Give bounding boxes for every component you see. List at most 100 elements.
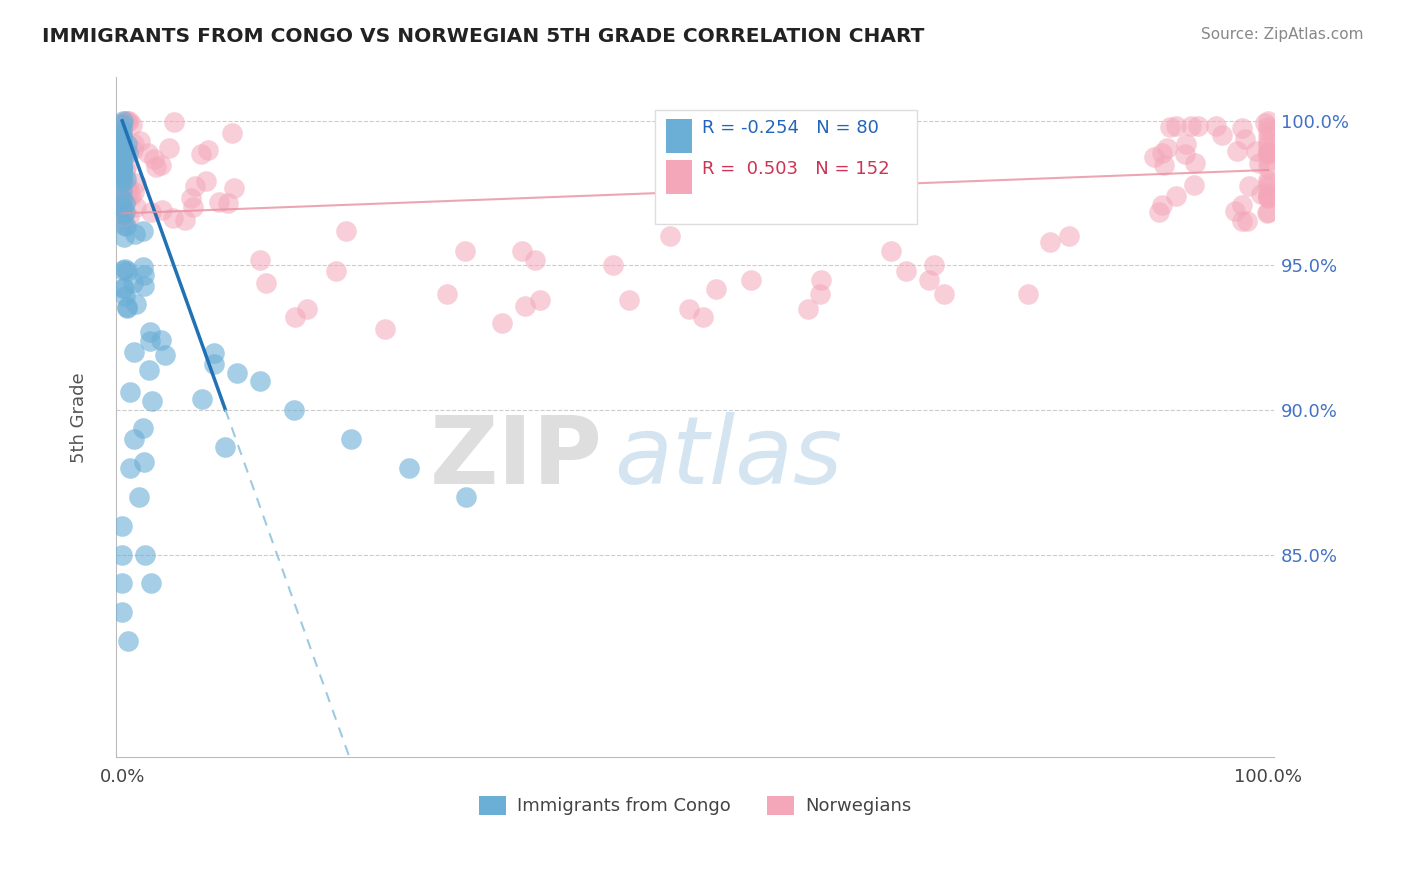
- Point: [111, 162, 134, 177]
- Point: [115, 301, 138, 315]
- Point: [111, 576, 134, 591]
- Text: Source: ZipAtlas.com: Source: ZipAtlas.com: [1201, 27, 1364, 42]
- Point: [510, 244, 533, 258]
- Text: R =  0.503   N = 152: R = 0.503 N = 152: [702, 161, 889, 178]
- Point: [111, 115, 134, 129]
- Point: [1234, 131, 1257, 145]
- Point: [1174, 147, 1197, 161]
- Point: [112, 160, 135, 174]
- Point: [325, 264, 347, 278]
- Point: [111, 139, 134, 153]
- Point: [249, 374, 271, 388]
- Point: [115, 301, 138, 315]
- Point: [136, 146, 159, 161]
- Point: [111, 147, 134, 161]
- Text: IMMIGRANTS FROM CONGO VS NORWEGIAN 5TH GRADE CORRELATION CHART: IMMIGRANTS FROM CONGO VS NORWEGIAN 5TH G…: [42, 27, 925, 45]
- Point: [114, 289, 136, 303]
- Point: [117, 145, 139, 160]
- Point: [1257, 176, 1279, 190]
- Point: [1256, 206, 1278, 220]
- Point: [1249, 155, 1271, 169]
- Point: [111, 159, 134, 173]
- Point: [121, 143, 143, 157]
- Point: [1232, 121, 1254, 136]
- Point: [249, 252, 271, 267]
- Point: [111, 175, 134, 189]
- Point: [254, 276, 277, 290]
- Point: [112, 280, 135, 294]
- Point: [132, 224, 155, 238]
- Point: [111, 152, 134, 166]
- Point: [111, 119, 134, 133]
- Point: [810, 273, 832, 287]
- Point: [132, 260, 155, 274]
- Point: [111, 518, 134, 533]
- Point: [617, 293, 640, 307]
- Text: R = -0.254   N = 80: R = -0.254 N = 80: [702, 120, 879, 137]
- Point: [1236, 214, 1258, 228]
- Point: [111, 171, 134, 186]
- Point: [197, 143, 219, 157]
- Point: [112, 202, 135, 217]
- Point: [114, 180, 136, 194]
- Point: [141, 394, 163, 409]
- Point: [335, 224, 357, 238]
- Point: [115, 137, 138, 152]
- Point: [1257, 186, 1279, 201]
- Point: [1147, 205, 1170, 219]
- Point: [658, 229, 681, 244]
- Point: [202, 345, 225, 359]
- Point: [922, 259, 945, 273]
- Point: [118, 385, 141, 400]
- Point: [208, 195, 231, 210]
- Text: atlas: atlas: [614, 412, 842, 503]
- Point: [1152, 146, 1174, 161]
- Point: [114, 162, 136, 177]
- Point: [1257, 145, 1279, 160]
- Point: [139, 205, 162, 219]
- Point: [117, 264, 139, 278]
- Point: [797, 301, 820, 316]
- Point: [111, 184, 134, 198]
- Point: [513, 299, 536, 313]
- Point: [1159, 120, 1181, 135]
- Point: [125, 297, 148, 311]
- Point: [184, 178, 207, 193]
- Point: [1184, 178, 1206, 192]
- Point: [111, 158, 134, 172]
- Point: [114, 195, 136, 210]
- Point: [111, 135, 134, 149]
- Point: [114, 113, 136, 128]
- Point: [111, 161, 134, 175]
- Point: [225, 366, 247, 380]
- Point: [214, 440, 236, 454]
- Point: [111, 176, 134, 190]
- Point: [114, 261, 136, 276]
- Point: [112, 211, 135, 225]
- Point: [112, 218, 135, 232]
- Point: [932, 287, 955, 301]
- Point: [111, 166, 134, 180]
- Point: [118, 113, 141, 128]
- Point: [149, 333, 172, 347]
- Point: [1257, 138, 1279, 153]
- Point: [145, 160, 167, 174]
- Point: [111, 161, 134, 176]
- Point: [1253, 116, 1275, 130]
- Point: [111, 168, 134, 182]
- Point: [115, 113, 138, 128]
- Point: [120, 460, 142, 475]
- Point: [134, 548, 156, 562]
- Point: [111, 169, 134, 184]
- Point: [129, 134, 152, 148]
- Point: [1226, 144, 1249, 158]
- Point: [1143, 150, 1166, 164]
- Point: [111, 201, 134, 215]
- Point: [1257, 113, 1279, 128]
- Point: [112, 150, 135, 164]
- Point: [174, 213, 197, 227]
- Point: [808, 287, 831, 301]
- Point: [111, 132, 134, 146]
- Point: [111, 207, 134, 221]
- Point: [111, 136, 134, 150]
